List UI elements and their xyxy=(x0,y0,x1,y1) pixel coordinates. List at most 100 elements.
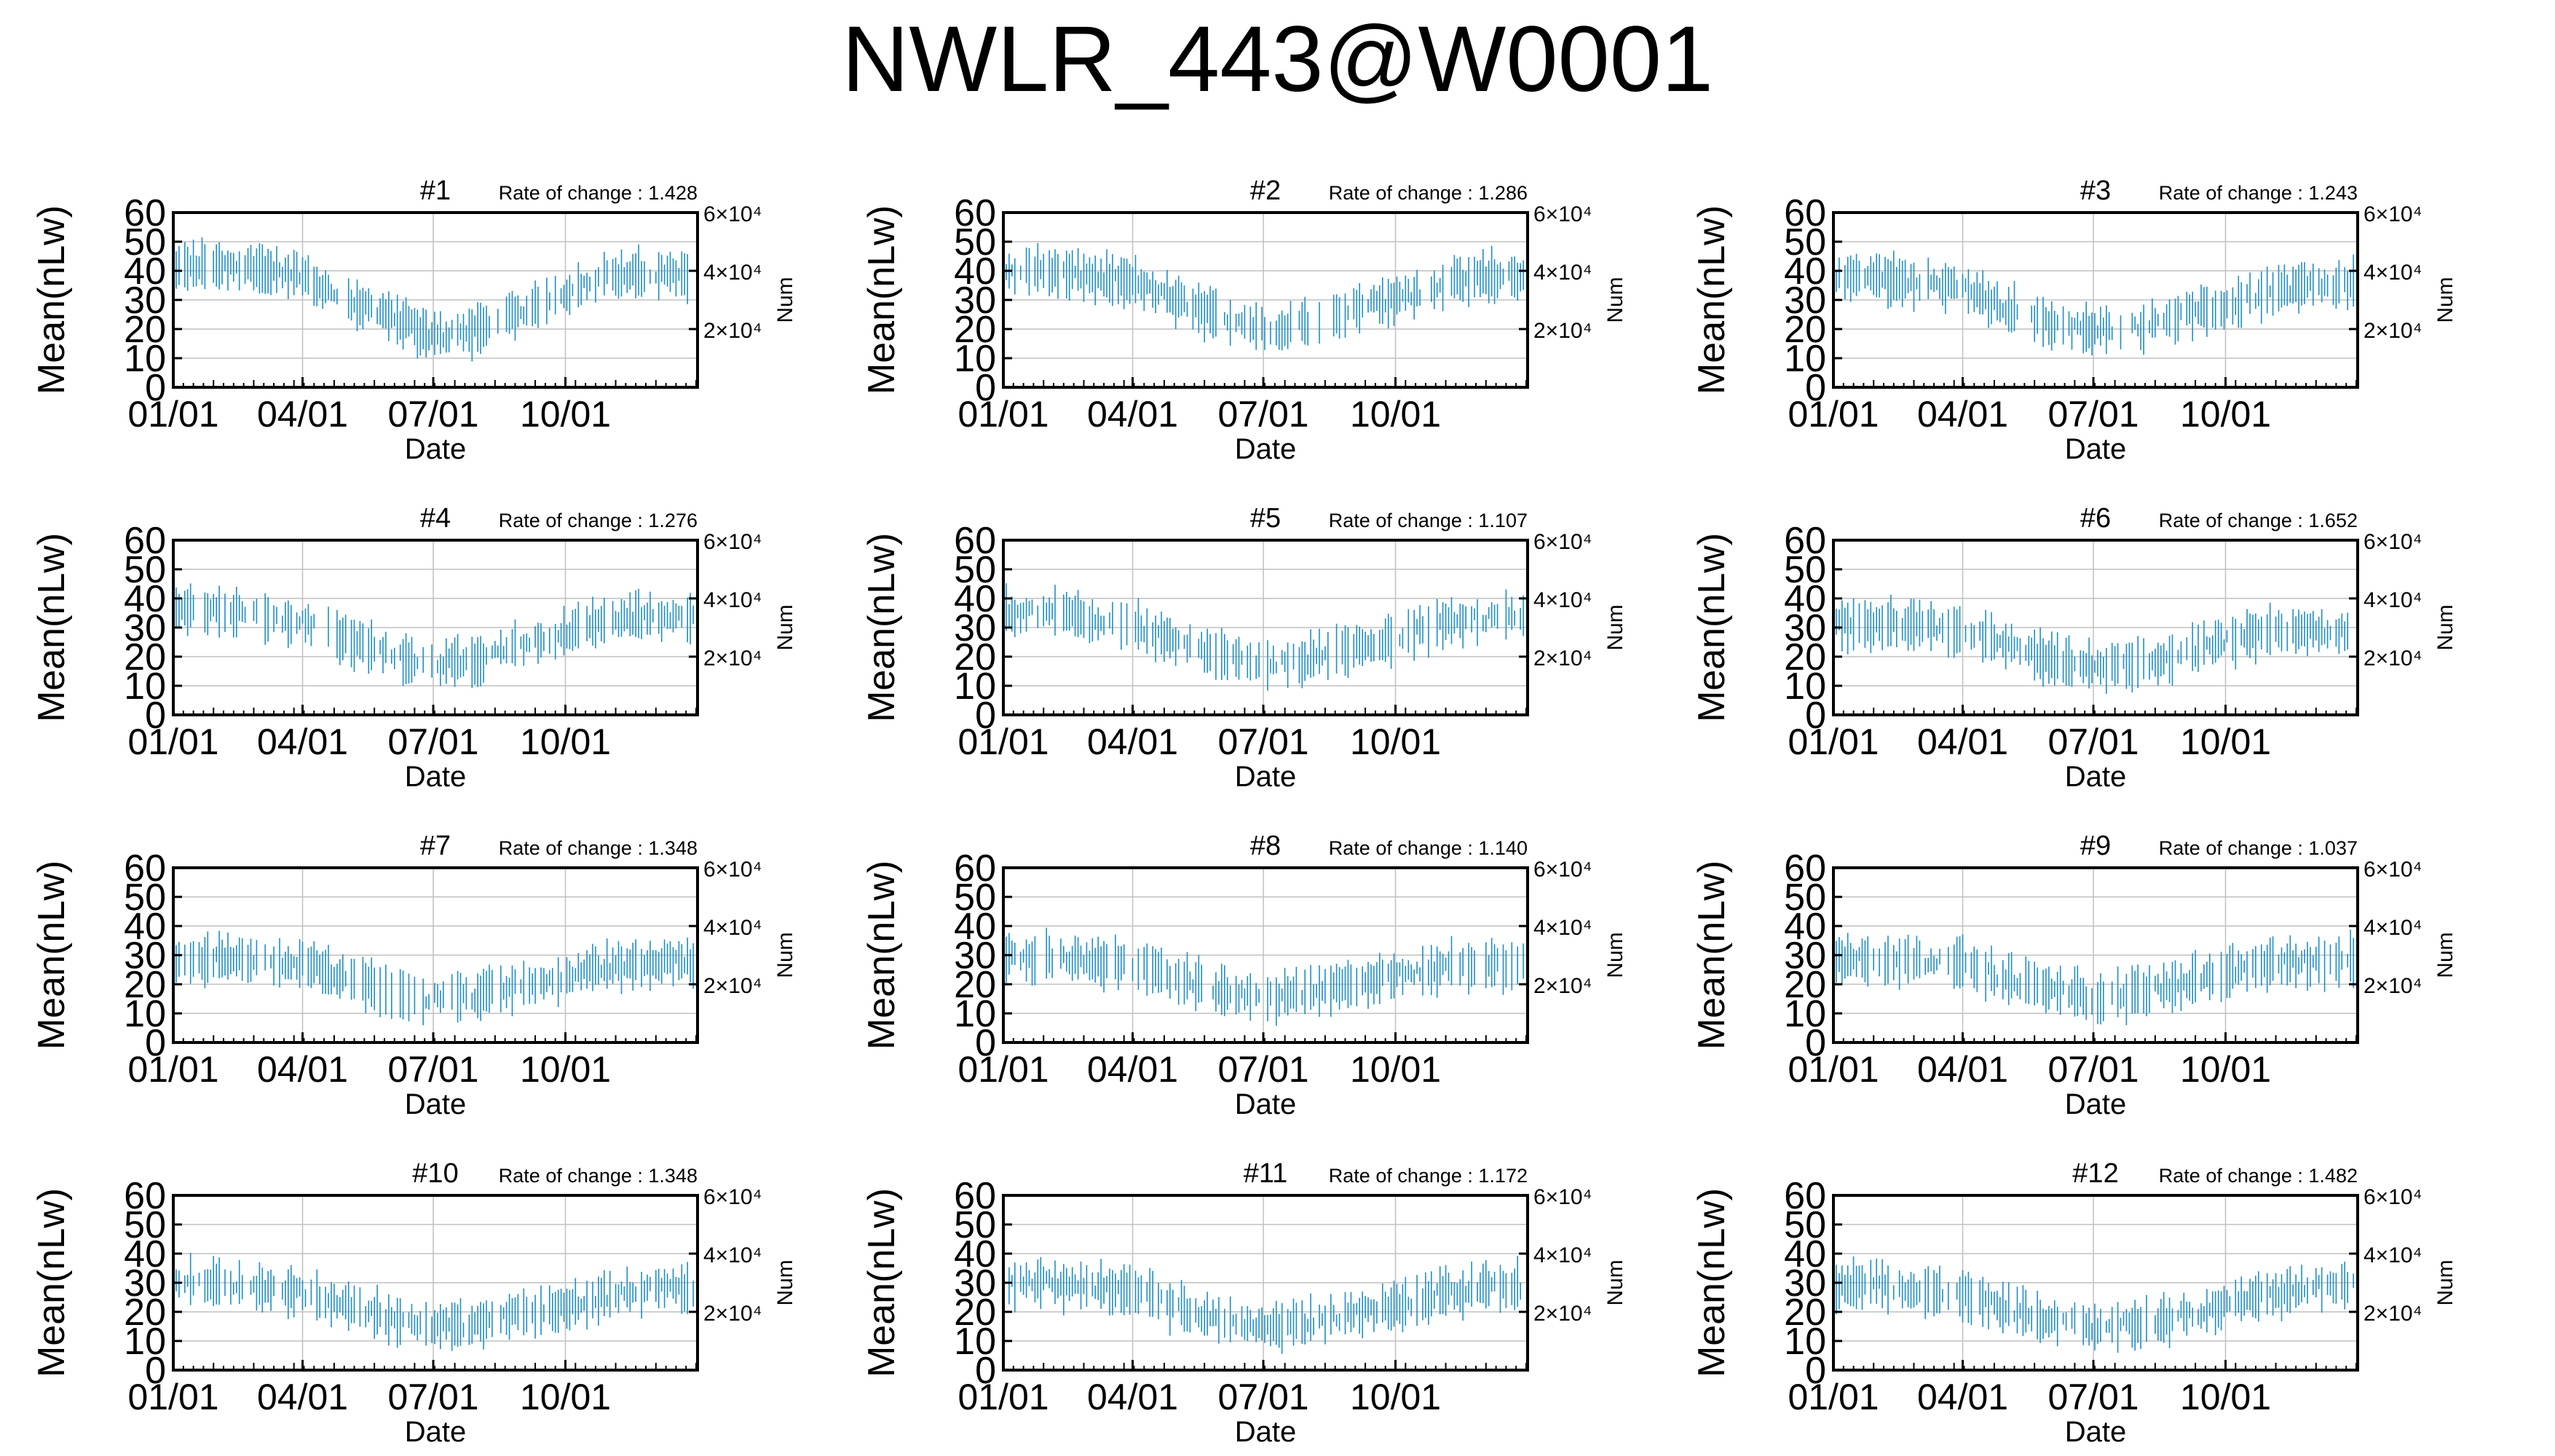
y-axis-label: Mean(nLw) xyxy=(1691,205,1733,395)
y2-axis-label: Num xyxy=(773,1259,797,1305)
data-series xyxy=(1836,1256,2354,1353)
y-tick-label: 30 xyxy=(124,1262,166,1305)
rate-of-change-label: Rate of change : 1.172 xyxy=(1329,1165,1528,1187)
y-tick-label: 40 xyxy=(124,906,166,948)
y-tick-label: 20 xyxy=(954,636,996,678)
y-tick-label: 20 xyxy=(124,964,166,1006)
panel-subtitle: #12 xyxy=(2072,1158,2118,1189)
y-tick-label: 50 xyxy=(954,221,996,264)
y-tick-label: 60 xyxy=(1784,520,1826,562)
y-tick-label: 0 xyxy=(1805,1022,1826,1064)
x-tick-label: 04/01 xyxy=(1917,1049,2008,1090)
y2-tick-label: 4×10⁴ xyxy=(1533,588,1592,612)
panel-subtitle: #8 xyxy=(1250,831,1281,861)
y2-tick-label: 4×10⁴ xyxy=(2364,916,2422,940)
y-tick-label: 50 xyxy=(124,877,166,919)
y-tick-label: 60 xyxy=(124,520,166,562)
x-axis-label: Date xyxy=(1235,433,1297,465)
x-tick-label: 04/01 xyxy=(1087,1377,1178,1417)
x-tick-label: 07/01 xyxy=(387,394,478,435)
x-tick-label: 01/01 xyxy=(127,394,218,435)
y-tick-label: 50 xyxy=(1784,549,1826,591)
data-series xyxy=(1006,927,1524,1026)
x-tick-label: 10/01 xyxy=(1350,394,1441,435)
y-tick-label: 10 xyxy=(124,993,166,1035)
y-tick-label: 0 xyxy=(975,1350,996,1392)
x-tick-label: 04/01 xyxy=(257,721,348,762)
data-series xyxy=(175,1252,694,1351)
x-tick-label: 07/01 xyxy=(2047,394,2139,435)
y-tick-label: 0 xyxy=(975,1022,996,1064)
y2-axis-label: Num xyxy=(1603,604,1627,650)
y2-tick-label: 2×10⁴ xyxy=(1533,319,1592,343)
x-axis-label: Date xyxy=(405,433,467,465)
x-tick-label: 10/01 xyxy=(520,721,611,762)
y2-tick-label: 6×10⁴ xyxy=(1533,202,1592,226)
x-tick-label: 01/01 xyxy=(127,1377,218,1417)
y-tick-label: 0 xyxy=(1805,367,1826,409)
x-tick-label: 04/01 xyxy=(1917,1377,2008,1417)
y-axis-label: Mean(nLw) xyxy=(861,860,903,1050)
y-tick-label: 30 xyxy=(124,607,166,649)
rate-of-change-label: Rate of change : 1.107 xyxy=(1329,510,1528,531)
data-series xyxy=(1836,930,2354,1026)
y-tick-label: 10 xyxy=(954,665,996,708)
y-tick-label: 10 xyxy=(124,338,166,380)
panel-subtitle: #9 xyxy=(2080,831,2111,861)
data-series xyxy=(1006,242,1524,351)
x-tick-label: 04/01 xyxy=(257,1049,348,1090)
y2-tick-label: 6×10⁴ xyxy=(703,202,762,226)
x-axis-label: Date xyxy=(2065,1088,2127,1120)
y2-tick-label: 2×10⁴ xyxy=(2364,319,2422,343)
panel-subtitle: #1 xyxy=(420,175,451,206)
panel-subtitle: #4 xyxy=(420,503,451,534)
y2-tick-label: 6×10⁴ xyxy=(1533,530,1592,554)
y-tick-label: 20 xyxy=(124,636,166,678)
y-tick-label: 20 xyxy=(1784,309,1826,351)
y2-tick-label: 2×10⁴ xyxy=(2364,646,2422,670)
x-axis-label: Date xyxy=(1235,761,1297,793)
y-tick-label: 40 xyxy=(1784,1233,1826,1275)
x-tick-label: 04/01 xyxy=(1087,394,1178,435)
rate-of-change-label: Rate of change : 1.348 xyxy=(499,1165,698,1187)
rate-of-change-label: Rate of change : 1.348 xyxy=(499,837,698,859)
rate-of-change-label: Rate of change : 1.286 xyxy=(1329,182,1528,204)
y2-axis-label: Num xyxy=(2433,932,2457,978)
y2-tick-label: 2×10⁴ xyxy=(703,319,762,343)
x-tick-label: 10/01 xyxy=(1350,1049,1441,1090)
x-tick-label: 07/01 xyxy=(2047,1049,2139,1090)
y-tick-label: 60 xyxy=(1784,1175,1826,1217)
x-tick-label: 01/01 xyxy=(1788,1049,1879,1090)
y-tick-label: 0 xyxy=(1805,695,1826,737)
x-tick-label: 10/01 xyxy=(520,1049,611,1090)
y-tick-label: 50 xyxy=(954,549,996,591)
y2-tick-label: 6×10⁴ xyxy=(703,530,762,554)
rate-of-change-label: Rate of change : 1.276 xyxy=(499,510,698,531)
x-tick-label: 04/01 xyxy=(257,394,348,435)
panel-subtitle: #6 xyxy=(2080,503,2111,534)
x-tick-label: 01/01 xyxy=(957,1049,1049,1090)
y-tick-label: 40 xyxy=(124,250,166,293)
x-tick-label: 04/01 xyxy=(1087,721,1178,762)
y-tick-label: 0 xyxy=(145,695,166,737)
y-tick-label: 0 xyxy=(145,1350,166,1392)
x-tick-label: 10/01 xyxy=(2180,1049,2271,1090)
y-tick-label: 60 xyxy=(124,847,166,890)
y-tick-label: 50 xyxy=(1784,1204,1826,1246)
x-tick-label: 04/01 xyxy=(257,1377,348,1417)
x-axis-label: Date xyxy=(2065,1416,2127,1448)
y2-tick-label: 6×10⁴ xyxy=(2364,202,2422,226)
y2-tick-label: 2×10⁴ xyxy=(703,1302,762,1326)
y-tick-label: 30 xyxy=(954,607,996,649)
x-tick-label: 01/01 xyxy=(127,1049,218,1090)
x-tick-label: 07/01 xyxy=(387,721,478,762)
y2-tick-label: 4×10⁴ xyxy=(2364,1243,2422,1267)
y2-tick-label: 6×10⁴ xyxy=(703,1185,762,1209)
y2-axis-label: Num xyxy=(1603,1259,1627,1305)
